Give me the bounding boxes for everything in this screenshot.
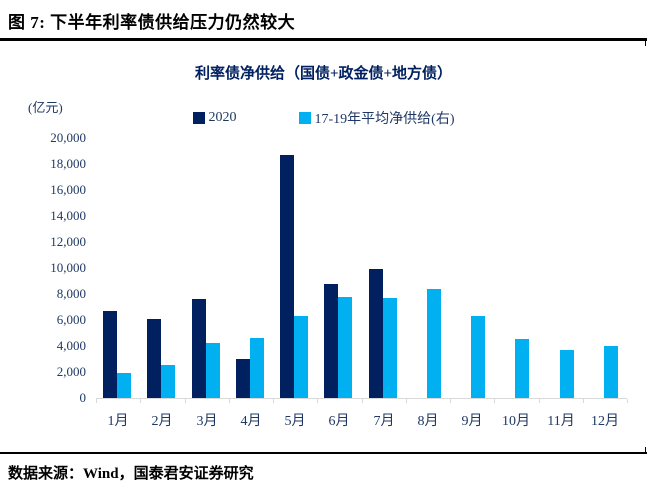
- x-tick-label-11月: 11月: [547, 414, 575, 429]
- y-tick-label-20000: 20,000: [50, 130, 86, 145]
- y-tick-label-4000: 4,000: [56, 338, 86, 353]
- x-axis-tick: [406, 399, 407, 403]
- bar-avg-4月: [250, 338, 264, 398]
- legend-item-2020: 2020: [192, 108, 237, 128]
- x-axis-tick: [317, 399, 318, 403]
- x-axis-tick: [140, 399, 141, 403]
- x-axis-tick: [627, 399, 628, 403]
- x-axis-tick: [273, 399, 274, 403]
- x-tick-label-1月: 1月: [107, 414, 129, 429]
- bar-2020-3月: [192, 299, 206, 398]
- bar-2020-7月: [369, 269, 383, 398]
- legend-item-avg: 17-19年平均净供给(右): [298, 108, 455, 128]
- x-axis-tick: [229, 399, 230, 403]
- bar-avg-11月: [560, 350, 574, 398]
- footer-rule-end-tick: [645, 447, 646, 452]
- footer-rule: [0, 452, 647, 454]
- data-source-text: 数据来源：Wind，国泰君安证券研究: [8, 466, 254, 482]
- bar-avg-2月: [161, 365, 175, 398]
- legend-swatch-avg: [298, 112, 311, 124]
- bar-2020-4月: [236, 359, 250, 398]
- bar-avg-8月: [427, 289, 441, 398]
- x-tick-label-10月: 10月: [502, 414, 530, 429]
- y-tick-label-14000: 14,000: [50, 208, 86, 223]
- bar-avg-12月: [604, 346, 618, 398]
- x-axis-tick: [539, 399, 540, 403]
- x-tick-label-12月: 12月: [591, 414, 619, 429]
- bar-2020-1月: [103, 311, 117, 398]
- x-axis-tick: [450, 399, 451, 403]
- x-tick-label-2月: 2月: [151, 414, 173, 429]
- x-tick-label-5月: 5月: [284, 414, 306, 429]
- x-axis-tick: [362, 399, 363, 403]
- x-tick-label-9月: 9月: [461, 414, 483, 429]
- y-axis-unit-label: (亿元): [28, 100, 63, 115]
- x-axis-tick: [96, 399, 97, 403]
- bar-2020-6月: [324, 284, 338, 398]
- bar-avg-9月: [471, 316, 485, 398]
- figure-title: 图 7: 下半年利率债供给压力仍然较大: [8, 13, 296, 32]
- bar-avg-6月: [338, 297, 352, 398]
- x-axis-tick: [185, 399, 186, 403]
- bar-2020-2月: [147, 319, 161, 398]
- bar-2020-5月: [280, 155, 294, 398]
- legend-swatch-2020: [192, 112, 205, 124]
- y-tick-label-2000: 2,000: [56, 364, 86, 379]
- header-rule-end-tick: [645, 41, 646, 46]
- x-tick-label-6月: 6月: [328, 414, 350, 429]
- x-tick-label-4月: 4月: [240, 414, 262, 429]
- x-axis-line: [96, 398, 627, 399]
- y-tick-label-10000: 10,000: [50, 260, 86, 275]
- bar-avg-7月: [383, 298, 397, 398]
- bar-avg-1月: [117, 373, 131, 398]
- bar-avg-10月: [515, 339, 529, 398]
- bar-avg-5月: [294, 316, 308, 398]
- chart-legend: 2020 17-19年平均净供给(右): [0, 108, 647, 128]
- y-tick-label-8000: 8,000: [56, 286, 86, 301]
- x-tick-label-7月: 7月: [373, 414, 395, 429]
- x-tick-label-8月: 8月: [417, 414, 439, 429]
- y-tick-label-18000: 18,000: [50, 156, 86, 171]
- legend-label-avg: 17-19年平均净供给(右): [314, 112, 455, 127]
- x-axis-tick: [583, 399, 584, 403]
- y-tick-label-0: 0: [79, 390, 87, 405]
- chart-title: 利率债净供给（国债+政金债+地方债）: [194, 66, 453, 82]
- y-tick-label-16000: 16,000: [50, 182, 86, 197]
- bar-avg-3月: [206, 343, 220, 398]
- legend-label-2020: 2020: [208, 110, 237, 125]
- y-tick-label-12000: 12,000: [50, 234, 86, 249]
- header-rule: [0, 38, 647, 41]
- x-axis-tick: [494, 399, 495, 403]
- x-tick-label-3月: 3月: [196, 414, 218, 429]
- y-tick-label-6000: 6,000: [56, 312, 86, 327]
